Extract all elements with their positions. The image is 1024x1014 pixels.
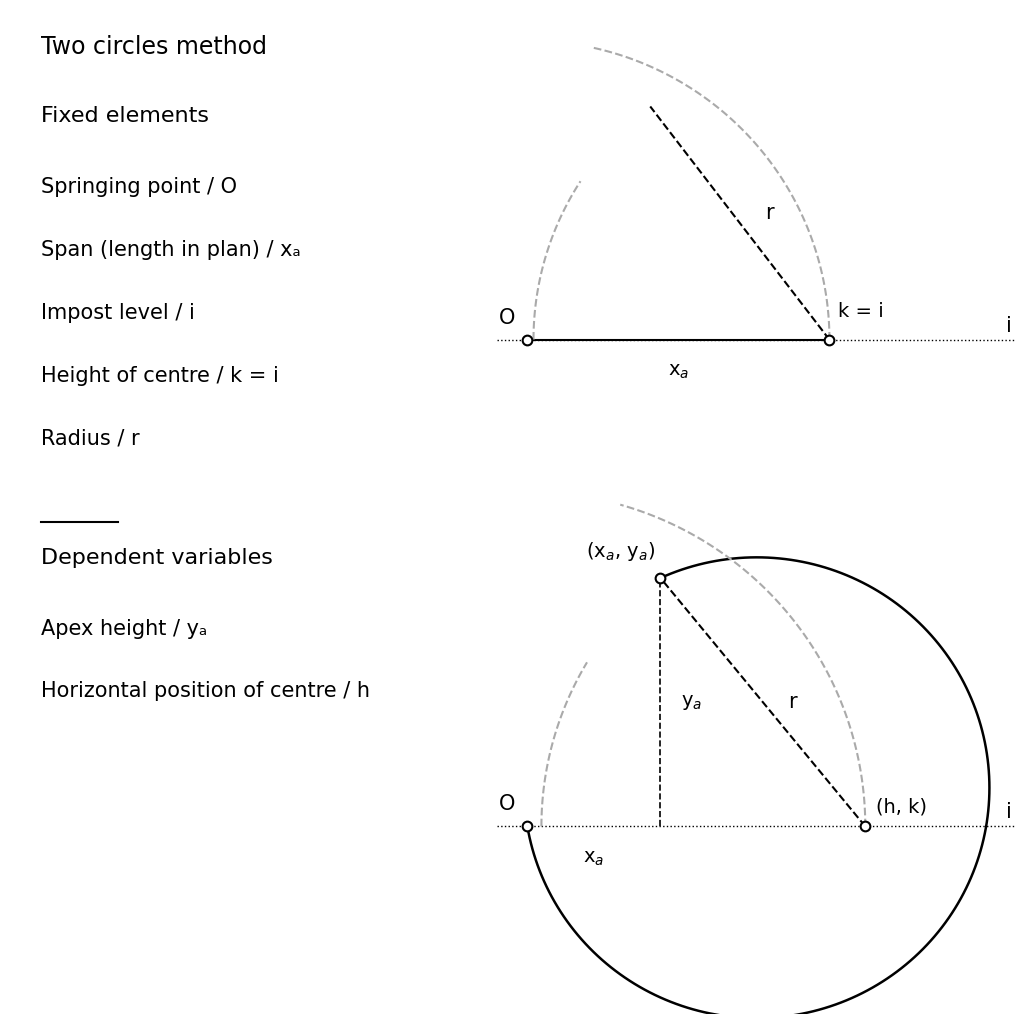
Text: Radius / r: Radius / r xyxy=(41,429,139,449)
Text: Height of centre / k = i: Height of centre / k = i xyxy=(41,366,279,386)
Text: k = i: k = i xyxy=(838,302,884,321)
Text: O: O xyxy=(499,307,515,328)
Text: Two circles method: Two circles method xyxy=(41,35,267,60)
Text: (h, k): (h, k) xyxy=(876,797,927,816)
Text: Dependent variables: Dependent variables xyxy=(41,548,272,568)
Text: r: r xyxy=(788,693,797,712)
Text: y$_a$: y$_a$ xyxy=(681,693,702,712)
Text: O: O xyxy=(499,794,515,814)
Text: x$_a$: x$_a$ xyxy=(584,849,604,868)
Text: Impost level / i: Impost level / i xyxy=(41,303,195,323)
Text: Apex height / yₐ: Apex height / yₐ xyxy=(41,619,207,639)
Text: Fixed elements: Fixed elements xyxy=(41,106,209,127)
Text: Springing point / O: Springing point / O xyxy=(41,177,237,198)
Text: i: i xyxy=(1006,315,1012,336)
Text: x$_a$: x$_a$ xyxy=(668,362,689,381)
Text: Span (length in plan) / xₐ: Span (length in plan) / xₐ xyxy=(41,240,301,261)
Text: r: r xyxy=(766,203,774,223)
Text: i: i xyxy=(1006,802,1012,822)
Text: (x$_a$, y$_a$): (x$_a$, y$_a$) xyxy=(586,539,655,563)
Text: Horizontal position of centre / h: Horizontal position of centre / h xyxy=(41,681,370,702)
